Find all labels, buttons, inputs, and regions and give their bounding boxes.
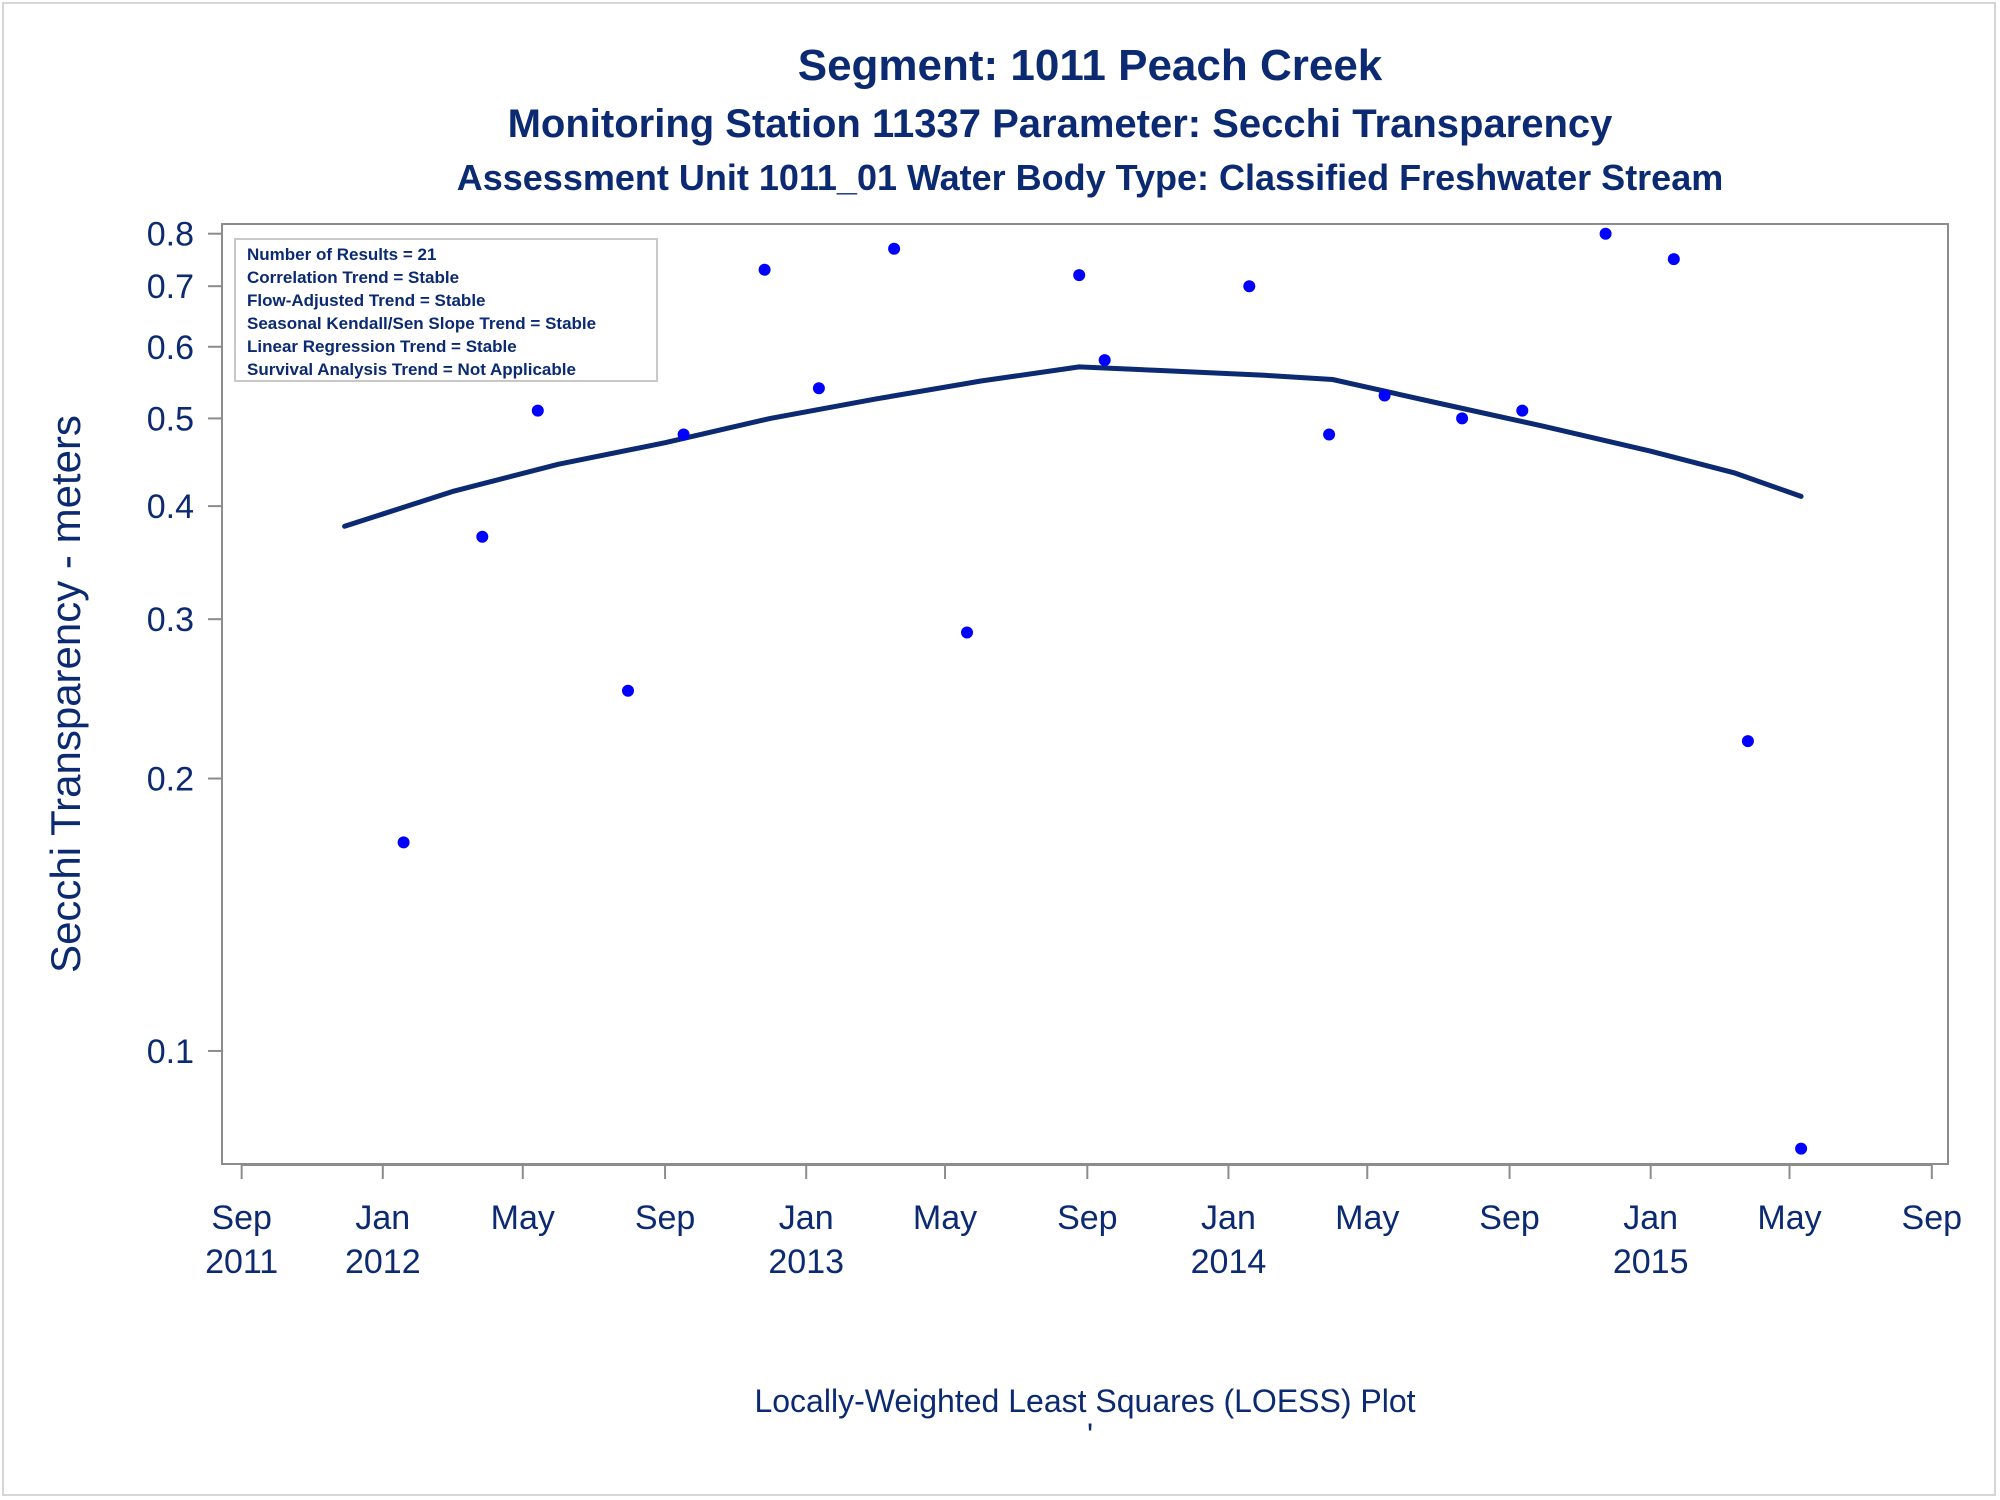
stats-line: Number of Results = 21 (247, 245, 436, 264)
x-tick-year-label: 2013 (768, 1243, 844, 1281)
x-tick-label: Sep (635, 1199, 696, 1237)
footnote: Locally-Weighted Least Squares (LOESS) P… (754, 1383, 1415, 1419)
x-tick-label: May (1335, 1199, 1399, 1237)
x-tick-year-label: 2014 (1191, 1243, 1267, 1281)
x-tick-label: Jan (355, 1199, 410, 1237)
stats-line: Flow-Adjusted Trend = Stable (247, 291, 486, 310)
data-point (961, 626, 973, 639)
data-point (1741, 735, 1754, 748)
data-point (1599, 227, 1612, 240)
y-tick-label: 0.5 (147, 400, 194, 438)
y-tick-label: 0.4 (147, 488, 194, 526)
data-point (1243, 280, 1256, 293)
data-point (677, 428, 690, 441)
data-point (1098, 354, 1111, 367)
chart-subtitle-assessment: Assessment Unit 1011_01 Water Body Type:… (457, 157, 1724, 198)
stats-line: Correlation Trend = Stable (247, 268, 459, 287)
data-point (758, 263, 771, 276)
stats-box: Number of Results = 21 Correlation Trend… (234, 238, 658, 382)
footnote-mark: ' (1087, 1417, 1093, 1453)
loess-series (342, 364, 1804, 529)
y-tick-label: 0.2 (147, 761, 194, 799)
data-point (622, 684, 634, 697)
x-axis: Sep 2011 Jan 2012 May Sep Jan 2013 May Sep Jan 2014… (205, 1164, 1963, 1281)
y-tick-label: 0.3 (147, 601, 194, 639)
stats-line: Linear Regression Trend = Stable (247, 337, 517, 356)
y-axis-label: Secchi Transparency - meters (42, 415, 89, 973)
stats-line: Survival Analysis Trend = Not Applicable (247, 360, 576, 379)
y-tick-label: 0.1 (147, 1033, 194, 1071)
loess-line (342, 364, 1804, 529)
x-tick-label: Sep (211, 1199, 272, 1237)
x-tick-label: May (1757, 1199, 1821, 1237)
chart-subtitle-station: Monitoring Station 11337 Parameter: Secc… (508, 102, 1614, 146)
data-point (1378, 389, 1391, 402)
x-tick-label: Sep (1902, 1199, 1963, 1237)
x-tick-label: May (491, 1199, 555, 1237)
y-axis: 0.1 0.2 0.3 0.4 0.5 0.6 0.7 0.8 (147, 216, 222, 1071)
chart-title: Segment: 1011 Peach Creek (798, 41, 1383, 90)
data-point (531, 404, 544, 417)
x-tick-year-label: 2015 (1613, 1243, 1689, 1281)
data-point (476, 530, 489, 543)
data-point (1516, 404, 1529, 417)
y-tick-label: 0.6 (147, 329, 194, 367)
data-point (888, 242, 901, 255)
data-point (1073, 269, 1086, 282)
x-tick-label: Jan (1201, 1199, 1256, 1237)
y-tick-label: 0.8 (147, 216, 194, 254)
x-tick-year-label: 2011 (205, 1243, 278, 1281)
x-tick-label: Sep (1057, 1199, 1118, 1237)
data-point (1795, 1142, 1808, 1155)
data-point (1456, 412, 1469, 425)
y-tick-label: 0.7 (147, 268, 194, 306)
x-tick-label: Jan (779, 1199, 834, 1237)
data-point (812, 382, 825, 395)
x-tick-label: Jan (1623, 1199, 1678, 1237)
x-tick-label: May (913, 1199, 977, 1237)
stats-box-frame (234, 238, 658, 382)
stats-line: Seasonal Kendall/Sen Slope Trend = Stabl… (247, 314, 596, 333)
data-point (1667, 253, 1680, 266)
data-point (397, 836, 410, 849)
x-tick-year-label: 2012 (345, 1243, 421, 1281)
x-tick-label: Sep (1479, 1199, 1540, 1237)
data-point (1323, 428, 1336, 441)
